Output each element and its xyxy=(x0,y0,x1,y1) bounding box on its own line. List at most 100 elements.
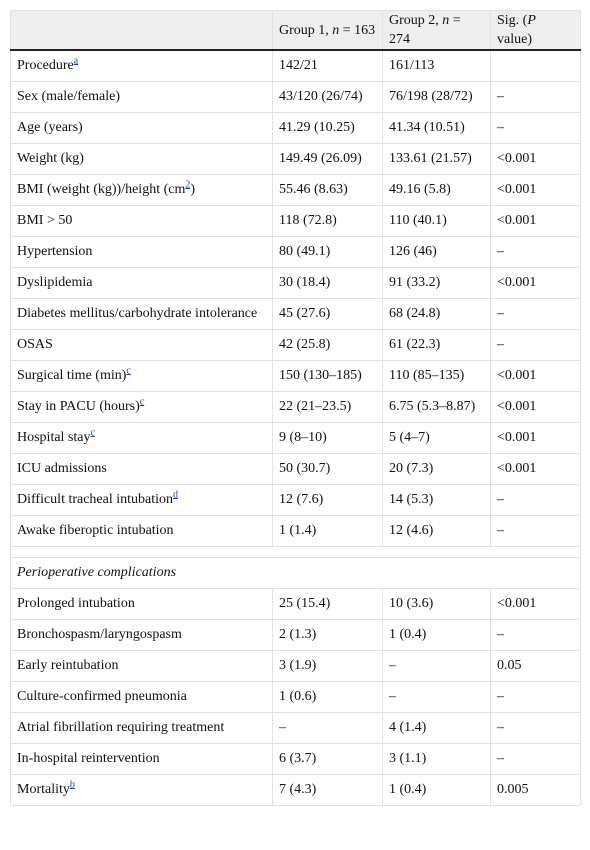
group2-value: 41.34 (10.51) xyxy=(389,120,465,135)
group2-value: 76/198 (28/72) xyxy=(389,89,473,104)
table-row: Difficult tracheal intubationd 12 (7.6) 14… xyxy=(10,484,581,516)
footnote-ref: 2 xyxy=(185,179,190,190)
label-text: Prolonged intubation xyxy=(17,596,135,611)
spacer-cell xyxy=(10,546,581,558)
value-cell: 1 (1.4) xyxy=(272,515,383,547)
value-cell xyxy=(490,49,581,82)
table-row: Weight (kg) 149.49 (26.09) 133.61 (21.57) <… xyxy=(10,143,581,175)
table-row: Diabetes mellitus/carbohydrate intoleran… xyxy=(10,298,581,330)
group1-value: 30 (18.4) xyxy=(279,275,331,290)
value-cell: 49.16 (5.8) xyxy=(382,174,491,206)
header-text: value) xyxy=(497,32,532,47)
header-text: Sig. ( xyxy=(497,13,528,28)
label-text: Hypertension xyxy=(17,244,93,259)
table-row: OSAS 42 (25.8) 61 (22.3) – xyxy=(10,329,581,361)
value-cell: 161/113 xyxy=(382,49,491,82)
row-label: Stay in PACU (hours)c xyxy=(10,391,273,423)
value-cell: – xyxy=(490,81,581,113)
value-cell: 4 (1.4) xyxy=(382,712,491,744)
group1-value: 6 (3.7) xyxy=(279,751,317,766)
value-cell: 25 (15.4) xyxy=(272,588,383,620)
group2-value: 49.16 (5.8) xyxy=(389,182,451,197)
row-label: Procedurea xyxy=(10,49,273,82)
value-cell: 20 (7.3) xyxy=(382,453,491,485)
row-label: Diabetes mellitus/carbohydrate intoleran… xyxy=(10,298,273,330)
row-label: Age (years) xyxy=(10,112,273,144)
value-cell: <0.001 xyxy=(490,588,581,620)
value-cell: – xyxy=(490,712,581,744)
footnote-ref: c xyxy=(91,427,95,438)
table-row: Procedurea 142/21 161/113 xyxy=(10,49,581,82)
sig-value: <0.001 xyxy=(497,182,537,197)
footnote-ref: c xyxy=(126,365,130,376)
group1-value: 25 (15.4) xyxy=(279,596,331,611)
group2-value: 6.75 (5.3–8.87) xyxy=(389,399,476,414)
footnote-link[interactable]: c xyxy=(139,396,145,408)
header-italic: n xyxy=(332,22,340,38)
value-cell: – xyxy=(490,236,581,268)
value-cell: 14 (5.3) xyxy=(382,484,491,516)
sig-value: 0.005 xyxy=(497,782,529,797)
value-cell: 12 (7.6) xyxy=(272,484,383,516)
sig-value: 0.05 xyxy=(497,658,522,673)
group2-value: 133.61 (21.57) xyxy=(389,151,472,166)
sig-value: <0.001 xyxy=(497,275,537,290)
footnote-link[interactable]: c xyxy=(90,427,95,439)
footnote-link[interactable]: 2 xyxy=(185,179,191,191)
label-text: ICU admissions xyxy=(17,461,107,476)
label-text: Early reintubation xyxy=(17,658,119,673)
value-cell: 41.34 (10.51) xyxy=(382,112,491,144)
footnote-link[interactable]: a xyxy=(73,55,79,67)
row-label: OSAS xyxy=(10,329,273,361)
value-cell: – xyxy=(490,515,581,547)
row-label: Awake fiberoptic intubation xyxy=(10,515,273,547)
value-cell: 55.46 (8.63) xyxy=(272,174,383,206)
group2-value: 161/113 xyxy=(389,58,435,73)
footnote-ref: a xyxy=(74,55,78,66)
footnote-link[interactable]: d xyxy=(173,489,179,501)
header-cell: Group 1, n = 163 xyxy=(272,10,383,51)
section-row: Perioperative complications xyxy=(10,557,581,589)
group2-value: 1 (0.4) xyxy=(389,627,427,642)
label-text: Culture-confirmed pneumonia xyxy=(17,689,187,704)
value-cell: – xyxy=(382,650,491,682)
group1-value: 7 (4.3) xyxy=(279,782,317,797)
label-text: Bronchospasm/laryngospasm xyxy=(17,627,182,642)
sig-value: – xyxy=(497,720,504,735)
header-italic: n xyxy=(442,13,450,28)
header-text: = 274 xyxy=(389,13,461,47)
row-label: In-hospital reintervention xyxy=(10,743,273,775)
group1-value: 150 (130–185) xyxy=(279,368,362,383)
row-label: Hospital stayc xyxy=(10,422,273,454)
group1-value: 41.29 (10.25) xyxy=(279,120,355,135)
value-cell: 6 (3.7) xyxy=(272,743,383,775)
sig-value: – xyxy=(497,689,504,704)
label-text: Difficult tracheal intubation xyxy=(17,492,174,507)
group2-value: 91 (33.2) xyxy=(389,275,441,290)
header-italic: P xyxy=(527,13,536,28)
footnote-ref: b xyxy=(70,779,75,790)
table-row: BMI > 50 118 (72.8) 110 (40.1) <0.001 xyxy=(10,205,581,237)
row-label: BMI > 50 xyxy=(10,205,273,237)
label-text: ) xyxy=(190,182,196,197)
group2-value: 61 (22.3) xyxy=(389,337,441,352)
footnote-link[interactable]: c xyxy=(126,365,131,377)
value-cell: – xyxy=(382,681,491,713)
group1-value: 9 (8–10) xyxy=(279,430,327,445)
data-table: Group 1, n = 163 Group 2, n = 274 Sig. (P … xyxy=(10,10,581,806)
sig-value: – xyxy=(497,244,504,259)
value-cell: – xyxy=(490,484,581,516)
value-cell: <0.001 xyxy=(490,360,581,392)
footnote-link[interactable]: b xyxy=(69,779,75,791)
value-cell: 45 (27.6) xyxy=(272,298,383,330)
sig-value: – xyxy=(497,306,504,321)
table-body: Procedurea 142/21 161/113 Sex (male/female)… xyxy=(10,49,581,806)
header-text: Group 2, xyxy=(389,13,443,28)
value-cell: – xyxy=(490,298,581,330)
sig-value: – xyxy=(497,523,504,538)
group1-value: 42 (25.8) xyxy=(279,337,331,352)
table-row: Awake fiberoptic intubation 1 (1.4) 12 (4.… xyxy=(10,515,581,547)
row-label: Difficult tracheal intubationd xyxy=(10,484,273,516)
table-row: BMI (weight (kg))/height (cm2) 55.46 (8.6… xyxy=(10,174,581,206)
section-cell: Perioperative complications xyxy=(10,557,581,589)
